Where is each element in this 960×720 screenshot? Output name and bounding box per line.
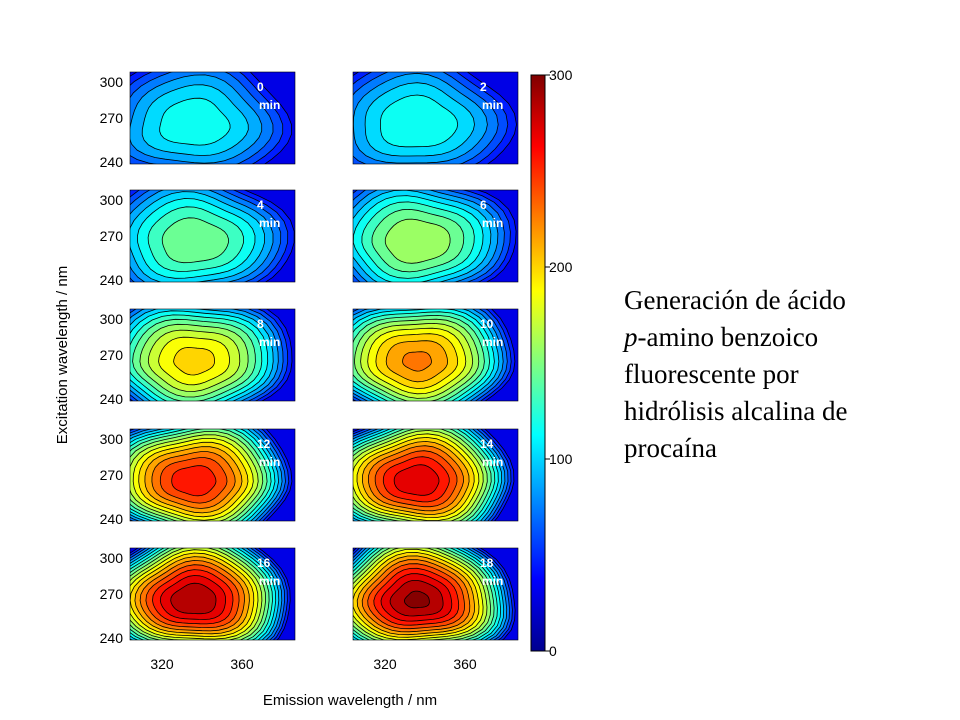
panel-unit-label: min <box>259 98 280 112</box>
panel-unit-label: min <box>482 98 503 112</box>
caption-italic-p: p <box>624 322 638 352</box>
panel-time-label: 2 <box>480 80 487 94</box>
x-tick-label: 320 <box>373 656 397 672</box>
caption-line-1: Generación de ácido <box>624 285 846 315</box>
contour-panel-12-min: 12 min <box>129 428 296 522</box>
contour-level <box>403 590 430 609</box>
contour-panel-16-min: 16 min <box>129 547 296 641</box>
colorbar-tick-label: 100 <box>549 451 573 467</box>
caption-line-3: fluorescente por <box>624 359 799 389</box>
colorbar-gradient <box>530 74 546 652</box>
contour-panel-4-min: 4 min <box>129 189 296 283</box>
contour-level <box>379 94 459 148</box>
y-tick-label: 270 <box>100 586 124 602</box>
panel-time-label: 18 <box>480 556 494 570</box>
contour-level <box>173 347 216 376</box>
contour-panel-18-min: 18 min <box>352 547 519 641</box>
contour-level <box>402 351 432 372</box>
y-tick-label: 240 <box>100 511 124 527</box>
y-tick-label: 240 <box>100 391 124 407</box>
panel-time-label: 14 <box>480 437 494 451</box>
panel-unit-label: min <box>259 335 280 349</box>
y-tick-label: 270 <box>100 110 124 126</box>
contour-level <box>159 97 231 146</box>
panel-unit-label: min <box>482 216 503 230</box>
panel-time-label: 4 <box>257 198 264 212</box>
contour-panel-0-min: 0 min <box>129 71 296 165</box>
colorbar-tick-label: 0 <box>549 643 557 659</box>
caption-line-2: p-amino benzoico <box>624 319 924 356</box>
caption-line-2-rest: -amino benzoico <box>637 322 819 352</box>
y-tick-label: 270 <box>100 228 124 244</box>
colorbar-tick-label: 300 <box>549 67 573 83</box>
panel-time-label: 12 <box>257 437 271 451</box>
colorbar: 0 100 200 300 <box>530 67 573 659</box>
y-tick-label: 300 <box>100 74 124 90</box>
contour-level <box>161 217 229 264</box>
contour-level <box>393 464 440 496</box>
caption-line-4: hidrólisis alcalina de <box>624 396 848 426</box>
y-tick-label: 300 <box>100 550 124 566</box>
panel-unit-label: min <box>482 335 503 349</box>
y-tick-label: 270 <box>100 467 124 483</box>
panel-time-label: 6 <box>480 198 487 212</box>
x-axis-label: Emission wavelength / nm <box>263 692 437 709</box>
x-tick-label: 360 <box>453 656 477 672</box>
y-tick-label: 300 <box>100 431 124 447</box>
contour-panel-6-min: 6 min <box>352 189 519 283</box>
panel-unit-label: min <box>259 455 280 469</box>
panel-time-label: 0 <box>257 80 264 94</box>
panel-time-label: 16 <box>257 556 271 570</box>
y-tick-label: 240 <box>100 630 124 646</box>
contour-panel-8-min: 8 min <box>129 308 296 402</box>
y-tick-label: 300 <box>100 311 124 327</box>
contour-level <box>384 218 451 264</box>
x-tick-label: 320 <box>150 656 174 672</box>
panel-unit-label: min <box>259 216 280 230</box>
caption: Generación de ácido p-amino benzoico flu… <box>624 282 924 467</box>
contour-panel-14-min: 14 min <box>352 428 519 522</box>
colorbar-tick-label: 200 <box>549 259 573 275</box>
contour-level <box>171 465 217 497</box>
caption-line-5: procaína <box>624 433 717 463</box>
panel-unit-label: min <box>482 574 503 588</box>
contour-panel-2-min: 2 min <box>352 71 519 165</box>
y-tick-label: 270 <box>100 347 124 363</box>
panel-unit-label: min <box>259 574 280 588</box>
contour-panel-10-min: 10 min <box>352 308 519 402</box>
x-tick-label: 360 <box>230 656 254 672</box>
contour-level <box>170 582 217 615</box>
y-tick-label: 240 <box>100 272 124 288</box>
y-tick-label: 300 <box>100 192 124 208</box>
panel-time-label: 8 <box>257 317 264 331</box>
y-axis-label: Excitation wavelength / nm <box>54 266 71 444</box>
panel-unit-label: min <box>482 455 503 469</box>
y-tick-label: 240 <box>100 154 124 170</box>
panel-time-label: 10 <box>480 317 494 331</box>
